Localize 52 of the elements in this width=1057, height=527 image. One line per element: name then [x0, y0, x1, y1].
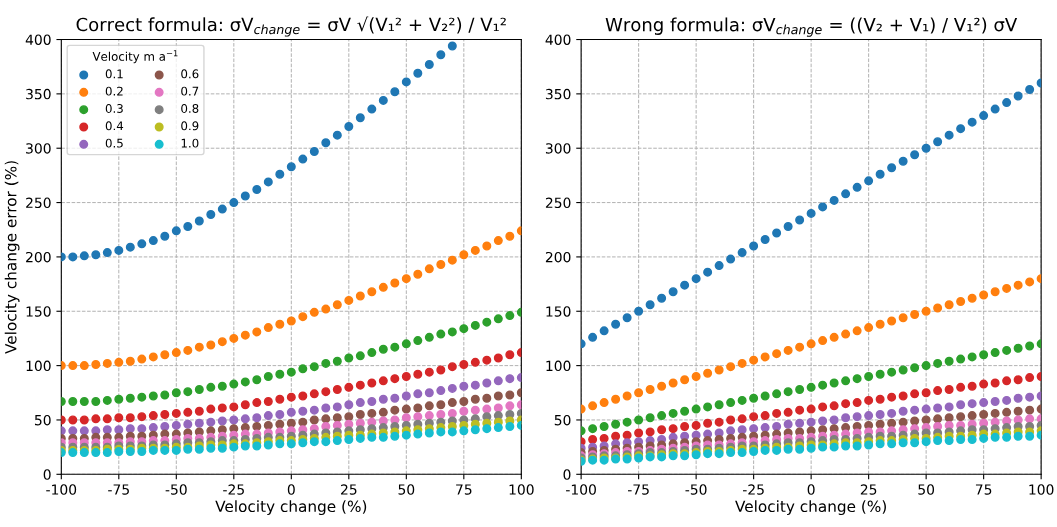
x-tick-label: 0	[287, 484, 295, 495]
y-tick-label: 250	[545, 197, 571, 209]
y-tick-label: 200	[26, 251, 51, 263]
x-tick-label: -100	[566, 484, 596, 495]
y-tick-label: 0	[563, 469, 571, 480]
x-tick-label: -50	[685, 484, 707, 495]
legend-label: 0.8	[181, 104, 199, 113]
x-tick-label: -50	[165, 484, 187, 495]
y-axis-title: Velocity change error (%)	[4, 161, 20, 354]
y-tick-label: 200	[545, 251, 571, 263]
legend-title: Velocity m a$^{−1}$	[92, 50, 178, 64]
x-axis-title: Velocity change (%)	[735, 500, 886, 516]
legend-label: 0.6	[181, 69, 199, 79]
y-tick-label: 150	[26, 306, 51, 317]
x-tick-label: -25	[742, 484, 764, 495]
y-tick-label: 400	[25, 34, 51, 45]
x-tick-label: 75	[456, 484, 472, 495]
y-tick-label: 100	[546, 360, 571, 372]
y-tick-label: 50	[34, 414, 51, 426]
y-tick-label: 150	[546, 306, 571, 317]
legend-label: 0.5	[105, 138, 123, 148]
y-tick-label: 100	[26, 360, 51, 372]
x-tick-label: 0	[807, 484, 815, 495]
x-tick-label: 25	[860, 484, 877, 495]
x-tick-label: -25	[223, 484, 244, 495]
x-tick-label: -75	[108, 484, 129, 495]
x-tick-label: -75	[627, 484, 649, 495]
y-tick-label: 300	[26, 143, 51, 154]
legend-label: 0.9	[181, 121, 199, 131]
y-tick-label: 250	[26, 197, 51, 209]
legend-label: 0.1	[105, 69, 123, 79]
legend-label: 0.3	[105, 104, 123, 113]
legend-label: 0.4	[105, 121, 124, 131]
y-tick-label: 0	[43, 469, 51, 480]
x-tick-label: 100	[509, 484, 534, 495]
x-tick-label: 75	[975, 484, 992, 495]
chart-title: Wrong formula: σV$_{change}$ = ((V₂ + V₁) / V₁²) σV	[605, 17, 1018, 37]
y-tick-label: 350	[545, 88, 571, 100]
x-axis-title: Velocity change (%)	[215, 500, 367, 516]
x-tick-label: 50	[398, 484, 415, 495]
chart-title: Correct formula: σV$_{change}$ = σV √(V₁² + V₂²) / V₁²	[76, 16, 506, 37]
y-tick-label: 50	[554, 414, 571, 426]
legend-label: 0.7	[181, 86, 199, 96]
legend-label: 0.2	[105, 86, 123, 96]
x-tick-label: 50	[918, 484, 935, 495]
x-tick-label: 25	[341, 484, 357, 495]
x-tick-label: 100	[1029, 484, 1054, 495]
y-tick-label: 300	[545, 143, 571, 154]
y-tick-label: 400	[545, 34, 571, 45]
y-tick-label: 350	[26, 88, 51, 100]
legend-label: 1.0	[181, 138, 199, 148]
x-tick-label: -100	[46, 484, 77, 495]
